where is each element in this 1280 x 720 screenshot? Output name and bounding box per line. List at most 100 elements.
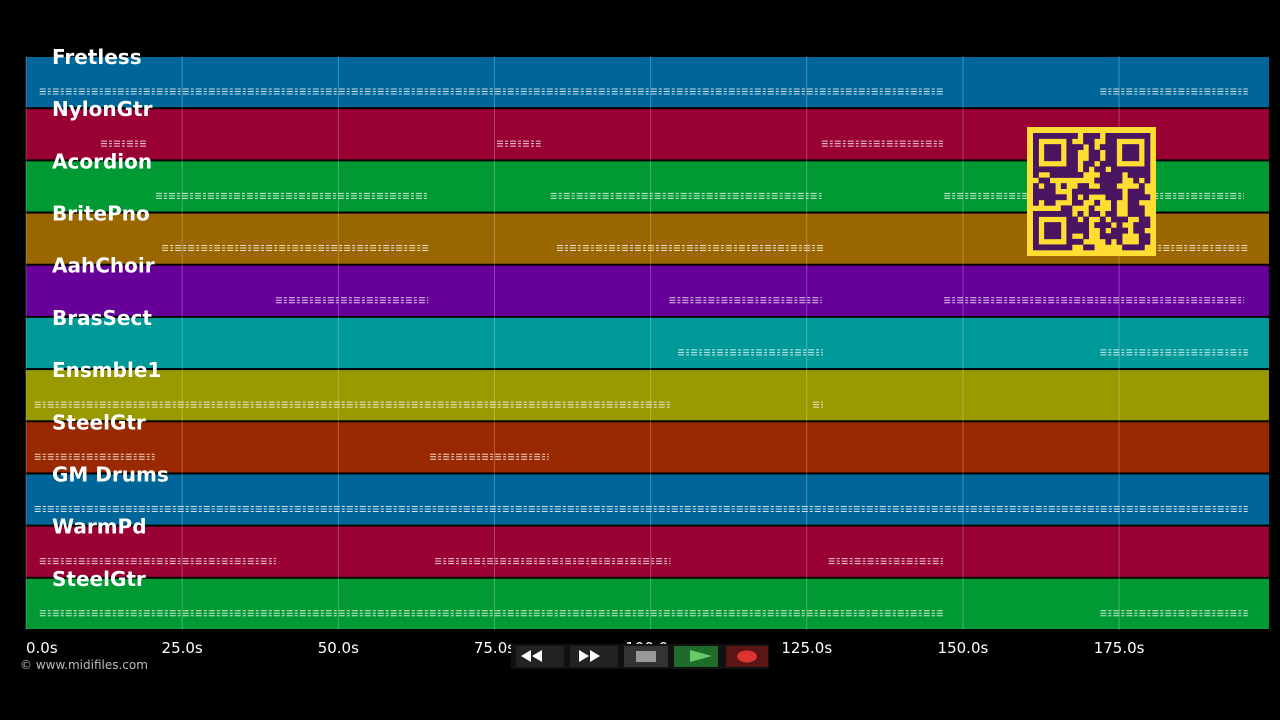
qr-module	[1099, 227, 1106, 234]
qr-module	[1127, 149, 1134, 156]
note-segment	[813, 401, 824, 408]
qr-module	[1111, 155, 1117, 162]
qr-module	[1127, 205, 1134, 212]
qr-module	[1049, 133, 1056, 139]
qr-module	[1138, 183, 1145, 190]
qr-module	[1127, 133, 1134, 139]
qr-module	[1105, 149, 1112, 156]
qr-module	[1111, 138, 1117, 145]
qr-module	[1038, 177, 1045, 184]
qr-module	[1105, 194, 1112, 201]
qr-module	[1144, 144, 1151, 151]
track-name: GM Drums	[52, 462, 169, 486]
forward-button[interactable]	[570, 646, 618, 667]
stop-button[interactable]	[624, 646, 668, 667]
qr-module	[1111, 199, 1117, 206]
qr-module	[1060, 166, 1067, 173]
qr-module	[1049, 188, 1056, 195]
qr-module	[1099, 183, 1106, 190]
note-segment	[821, 140, 943, 147]
qr-module	[1094, 133, 1101, 139]
qr-module	[1066, 233, 1073, 240]
play-button[interactable]	[674, 646, 718, 667]
track-row	[26, 578, 1269, 629]
track-name: SteelGtr	[52, 567, 146, 591]
qr-module	[1133, 177, 1140, 184]
qr-module	[1044, 222, 1051, 229]
qr-module	[1094, 155, 1101, 162]
qr-module	[1133, 188, 1140, 195]
track-row	[26, 370, 1269, 421]
qr-module	[1033, 199, 1039, 206]
note-segment	[435, 558, 671, 565]
qr-module	[1116, 133, 1123, 139]
note-segment	[34, 505, 1248, 512]
qr-module	[1116, 238, 1123, 245]
qr-module	[1044, 199, 1051, 206]
qr-module	[1138, 244, 1145, 251]
qr-module	[1044, 233, 1051, 240]
qr-module	[1066, 244, 1073, 251]
track-name: WarmPd	[52, 515, 147, 539]
qr-module	[1044, 183, 1051, 190]
qr-module	[1033, 233, 1039, 240]
qr-module	[1083, 216, 1090, 223]
qr-module	[1077, 144, 1084, 151]
grid	[25, 56, 1120, 630]
qr-module	[1044, 166, 1051, 173]
qr-module	[1083, 194, 1090, 201]
qr-module	[1133, 211, 1140, 217]
note-segment	[944, 297, 1245, 304]
qr-module	[1066, 227, 1073, 234]
qr-module	[1044, 227, 1051, 234]
qr-module	[1144, 160, 1151, 167]
qr-module	[1044, 211, 1051, 217]
qr-module	[1127, 188, 1134, 195]
note-segment	[1100, 349, 1248, 356]
qr-module	[1105, 211, 1112, 217]
rewind-button[interactable]	[516, 646, 564, 667]
qr-module	[1116, 227, 1123, 234]
qr-module	[1055, 233, 1062, 240]
track-row	[26, 265, 1269, 316]
x-tick-label: 150.0s	[938, 639, 989, 657]
qr-module	[1122, 149, 1129, 156]
qr-module	[1094, 199, 1101, 206]
qr-module	[1049, 144, 1056, 151]
qr-module	[1055, 155, 1062, 162]
qr-module	[1066, 138, 1073, 145]
qr-module	[1083, 244, 1090, 251]
qr-module	[1044, 244, 1051, 251]
qr-module	[1033, 188, 1039, 195]
qr-module	[1072, 188, 1078, 195]
qr-module	[1111, 133, 1117, 139]
record-button[interactable]	[726, 646, 768, 667]
qr-module	[1072, 160, 1078, 167]
qr-module	[1072, 133, 1078, 139]
qr-module	[1038, 244, 1045, 251]
qr-module	[1088, 244, 1095, 251]
qr-module	[1083, 222, 1090, 229]
qr-module	[1122, 227, 1129, 234]
qr-module	[1133, 166, 1140, 173]
qr-module	[1094, 166, 1101, 173]
qr-module	[1033, 183, 1039, 190]
qr-module	[1116, 172, 1123, 178]
qr-module	[1083, 188, 1090, 195]
track-name: NylonGtr	[52, 97, 153, 121]
qr-module	[1099, 177, 1106, 184]
note-segment	[34, 453, 155, 460]
qr-module	[1111, 188, 1117, 195]
note-segment	[496, 140, 541, 147]
qr-module	[1049, 227, 1056, 234]
qr-module	[1122, 166, 1129, 173]
qr-module	[1038, 188, 1045, 195]
qr-module	[1116, 222, 1123, 229]
qr-module	[1133, 155, 1140, 162]
copyright: © www.midifiles.com	[20, 658, 148, 672]
qr-module	[1105, 160, 1112, 167]
note-segment	[1150, 245, 1248, 252]
qr-module	[1033, 238, 1039, 245]
track-labels: Fretless NylonGtr Acordion BritePno AahChoir…	[52, 45, 169, 591]
qr-module	[1083, 138, 1090, 145]
